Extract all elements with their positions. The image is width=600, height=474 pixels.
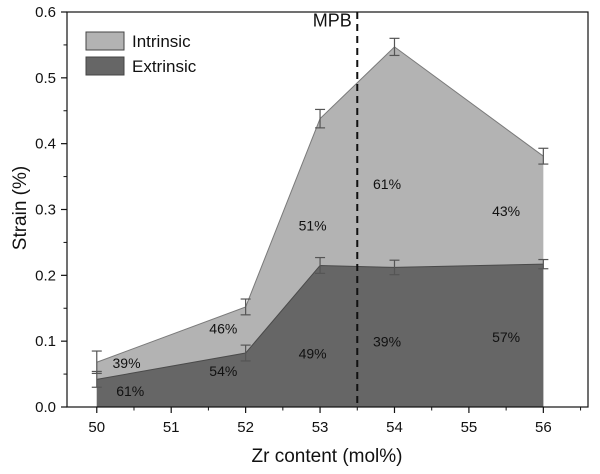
- y-axis-label: Strain (%): [10, 166, 31, 250]
- x-tick-label: 53: [312, 419, 329, 436]
- extrinsic-error-bar: [389, 259, 400, 276]
- x-tick-label: 55: [461, 419, 478, 436]
- error-bars: [91, 37, 549, 388]
- legend: Intrinsic Extrinsic: [85, 31, 197, 76]
- percentage-label: 43%: [492, 203, 520, 219]
- percentage-label: 54%: [209, 363, 237, 379]
- legend-swatch: [85, 31, 125, 51]
- percentage-label: 39%: [113, 355, 141, 371]
- y-tick-label: 0.6: [35, 4, 56, 21]
- extrinsic-area: [96, 264, 544, 407]
- mpb-label: MPB: [313, 10, 352, 30]
- legend-label: Extrinsic: [132, 57, 197, 76]
- percentage-label: 57%: [492, 329, 520, 345]
- percentage-label: 46%: [209, 320, 237, 336]
- x-tick-label: 54: [386, 419, 403, 436]
- intrinsic-error-bar: [389, 37, 400, 57]
- legend-swatch: [85, 56, 125, 76]
- x-axis-label: Zr content (mol%): [252, 446, 403, 467]
- y-tick-label: 0.1: [35, 333, 56, 350]
- percentage-label: 49%: [299, 345, 327, 361]
- x-tick-label: 50: [88, 419, 105, 436]
- y-tick-label: 0.0: [35, 399, 56, 416]
- percentage-label: 39%: [373, 333, 401, 349]
- intrinsic-error-bar: [538, 147, 549, 165]
- axis-ticks: 50 51 52 53 54 55 56 0.0 0.1 0.2 0.3 0.4 0.5 0.6: [35, 4, 582, 436]
- percentage-label: 51%: [299, 218, 327, 234]
- y-tick-label: 0.4: [35, 136, 56, 153]
- extrinsic-error-bar: [315, 256, 326, 274]
- extrinsic-error-bar: [538, 258, 549, 270]
- stacked-areas: [96, 46, 544, 408]
- extrinsic-error-bar: [91, 370, 102, 388]
- y-tick-label: 0.2: [35, 267, 56, 284]
- legend-entry: Intrinsic: [85, 31, 191, 51]
- x-tick-label: 51: [163, 419, 180, 436]
- intrinsic-error-bar: [315, 108, 326, 129]
- y-tick-label: 0.5: [35, 70, 56, 87]
- legend-label: Intrinsic: [132, 32, 191, 51]
- y-tick-label: 0.3: [35, 202, 56, 219]
- extrinsic-error-bar: [240, 344, 251, 362]
- percentage-annotations: MPB 39% 61% 46% 54% 51% 49% 61% 39% 43% 57%: [113, 10, 521, 398]
- legend-entry: Extrinsic: [85, 56, 197, 76]
- percentage-label: 61%: [373, 176, 401, 192]
- x-tick-label: 52: [237, 419, 254, 436]
- percentage-label: 61%: [116, 383, 144, 399]
- intrinsic-error-bar: [240, 298, 251, 316]
- x-tick-label: 56: [535, 419, 552, 436]
